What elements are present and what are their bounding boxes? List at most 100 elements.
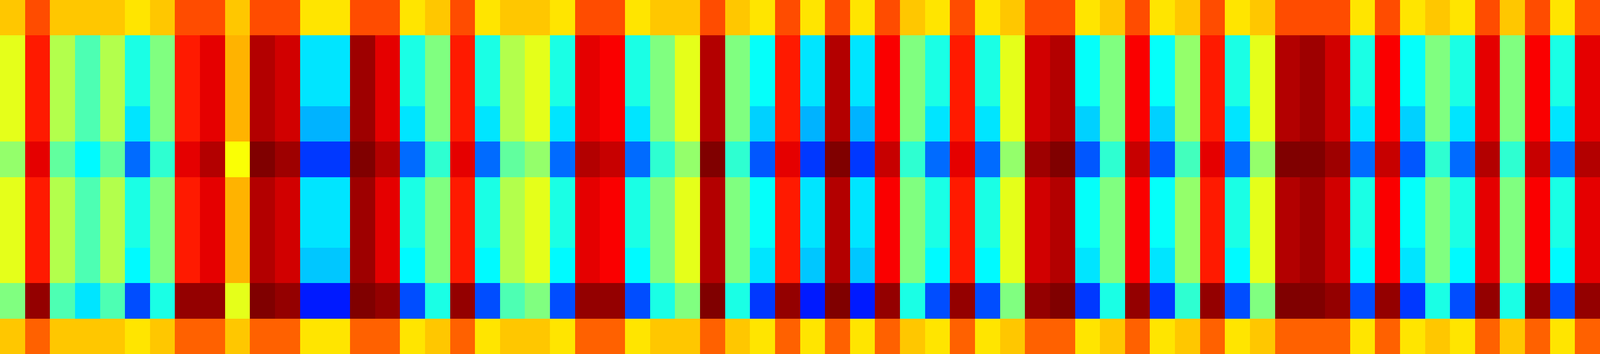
- cell: [1099, 35, 1126, 72]
- cell: [75, 319, 101, 354]
- cell: [274, 319, 301, 354]
- cell: [1275, 212, 1301, 249]
- cell: [450, 283, 476, 320]
- cell: [425, 283, 451, 320]
- cell: [474, 212, 501, 249]
- cell: [1524, 283, 1551, 320]
- cell: [850, 35, 876, 72]
- cell: [1099, 212, 1126, 249]
- cell: [1374, 0, 1401, 36]
- cell: [1024, 71, 1051, 107]
- cell: [1475, 71, 1501, 107]
- cell: [399, 177, 426, 214]
- cell: [1000, 283, 1026, 320]
- cell: [1425, 248, 1451, 284]
- cell: [1024, 212, 1051, 249]
- cell: [775, 35, 801, 72]
- cell: [874, 141, 900, 178]
- cell: [199, 177, 226, 214]
- cell: [1075, 319, 1101, 354]
- cell: [49, 248, 76, 284]
- cell: [1400, 248, 1426, 284]
- cell: [1275, 141, 1301, 178]
- cell: [824, 71, 851, 107]
- cell: [1099, 248, 1126, 284]
- cell: [1550, 248, 1576, 284]
- cell: [800, 0, 826, 36]
- cell: [624, 0, 651, 36]
- cell: [749, 319, 776, 354]
- cell: [650, 141, 676, 178]
- cell: [1249, 106, 1276, 143]
- heatmap: [0, 0, 1600, 354]
- cell: [1099, 71, 1126, 107]
- cell: [1425, 0, 1451, 36]
- cell: [1174, 106, 1201, 143]
- cell: [524, 212, 550, 249]
- cell: [1000, 35, 1026, 72]
- cell: [1475, 141, 1501, 178]
- cell: [375, 0, 401, 36]
- cell: [824, 283, 851, 320]
- cell: [425, 141, 451, 178]
- cell: [150, 177, 176, 214]
- cell: [1325, 141, 1351, 178]
- cell: [1449, 106, 1476, 143]
- cell: [474, 0, 501, 36]
- cell: [775, 177, 801, 214]
- cell: [225, 283, 251, 320]
- cell: [899, 177, 926, 214]
- cell: [1449, 212, 1476, 249]
- cell: [1200, 0, 1226, 36]
- cell: [850, 71, 876, 107]
- cell: [975, 0, 1001, 36]
- cell: [650, 106, 676, 143]
- cell: [624, 248, 651, 284]
- cell: [124, 248, 151, 284]
- cell: [975, 248, 1001, 284]
- cell: [599, 71, 625, 107]
- cell: [1099, 319, 1126, 354]
- cell: [975, 212, 1001, 249]
- cell: [949, 0, 976, 36]
- cell: [1475, 177, 1501, 214]
- cell: [1125, 283, 1151, 320]
- cell: [1550, 177, 1576, 214]
- cell: [100, 141, 126, 178]
- cell: [1374, 319, 1401, 354]
- cell: [1050, 212, 1076, 249]
- cell: [49, 283, 76, 320]
- cell: [674, 248, 701, 284]
- cell: [975, 35, 1001, 72]
- cell: [1325, 319, 1351, 354]
- cell: [324, 35, 351, 72]
- cell: [324, 141, 351, 178]
- cell: [1125, 141, 1151, 178]
- cell: [25, 106, 51, 143]
- cell: [300, 0, 326, 36]
- cell: [874, 106, 900, 143]
- cell: [249, 248, 275, 284]
- cell: [1174, 283, 1201, 320]
- cell: [474, 141, 501, 178]
- cell: [49, 71, 76, 107]
- cell: [1325, 177, 1351, 214]
- cell: [1224, 71, 1250, 107]
- cell: [1125, 248, 1151, 284]
- cell: [75, 106, 101, 143]
- cell: [49, 0, 76, 36]
- cell: [749, 106, 776, 143]
- cell: [500, 248, 526, 284]
- cell: [650, 283, 676, 320]
- cell: [775, 212, 801, 249]
- cell: [1125, 319, 1151, 354]
- cell: [775, 106, 801, 143]
- cell: [800, 177, 826, 214]
- cell: [800, 71, 826, 107]
- cell: [300, 177, 326, 214]
- cell: [549, 71, 576, 107]
- cell: [700, 71, 726, 107]
- cell: [1350, 177, 1376, 214]
- cell: [1249, 248, 1276, 284]
- cell: [1550, 319, 1576, 354]
